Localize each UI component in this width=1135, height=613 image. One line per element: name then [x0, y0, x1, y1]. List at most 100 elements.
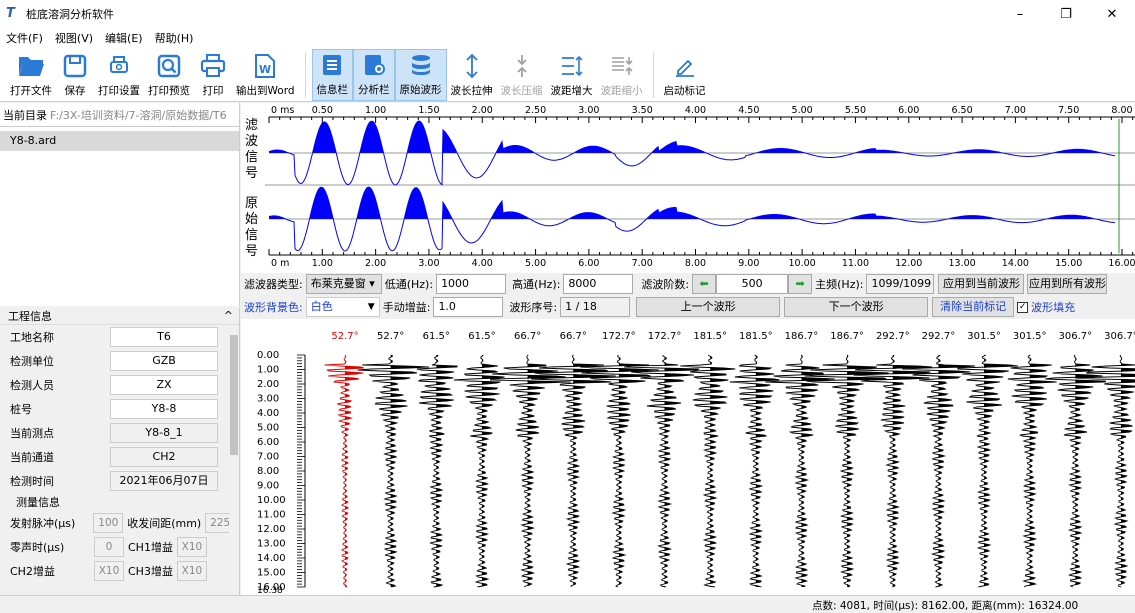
- main-freq-value: 1099/1099: [866, 274, 935, 294]
- lowpass-input[interactable]: 1000: [436, 274, 507, 294]
- dropdown-arrow-icon: ▾: [369, 277, 375, 290]
- svg-text:W: W: [259, 63, 271, 76]
- print-settings-button[interactable]: 打印设置: [94, 49, 144, 101]
- menu-help[interactable]: 帮助(H): [154, 32, 194, 45]
- print-label: 打印: [202, 85, 224, 97]
- toolbar: 打开文件 保存 打印设置 打印预览 打印 W 输出到Word 信息栏: [0, 48, 1135, 102]
- background-color-select[interactable]: 白色 ▼: [305, 297, 380, 317]
- spacing-increase-button[interactable]: 波距增大: [547, 49, 597, 101]
- angle-label: 181.5°: [693, 331, 727, 342]
- close-button[interactable]: ✕: [1106, 6, 1118, 22]
- filtered-signal-label: 波: [245, 134, 258, 149]
- angle-label: 292.7°: [922, 331, 956, 342]
- analysis-panel-toggle[interactable]: 分析栏: [353, 49, 395, 101]
- menu-file[interactable]: 文件(F): [6, 32, 43, 45]
- spacing-decrease-button[interactable]: 波距缩小: [597, 49, 647, 101]
- angle-label: 172.7°: [602, 331, 636, 342]
- toolbar-separator: [304, 52, 306, 98]
- depth-label: 1.00: [257, 365, 279, 376]
- top-axis-tick-label: 8.00: [1111, 105, 1132, 116]
- open-file-button[interactable]: 打开文件: [6, 49, 56, 101]
- raw-wave-toggle[interactable]: 原始波形: [394, 49, 447, 101]
- info-panel-toggle[interactable]: 信息栏: [311, 49, 353, 101]
- print-button[interactable]: 打印: [194, 49, 232, 101]
- info-key: 检测人员: [10, 379, 54, 392]
- save-icon: [60, 51, 90, 81]
- filter-type-select[interactable]: 布莱克曼窗 ▾: [305, 274, 382, 294]
- previous-wave-button[interactable]: 上一个波形: [636, 297, 781, 317]
- depth-label: 11.00: [257, 510, 286, 521]
- top-axis-tick-label: 5.00: [792, 105, 813, 116]
- directory-label: 当前目录: [3, 108, 47, 122]
- chart-background: [241, 319, 1135, 595]
- wave-trace: [1075, 354, 1135, 588]
- apply-current-button[interactable]: 应用到当前波形: [938, 274, 1025, 294]
- measure-value: X10: [176, 537, 207, 557]
- wave-trace: [1045, 354, 1106, 588]
- start-mark-label: 启动标记: [663, 85, 706, 97]
- wave-trace: [324, 354, 365, 588]
- compress-button[interactable]: 波长压缩: [497, 49, 547, 101]
- multi-wave-chart[interactable]: 0.00 1.00 2.00 3.00 4.00 5.00 6.00 7.00 8.00 9.00…: [241, 319, 1135, 595]
- info-value-field[interactable]: GZB: [110, 351, 218, 371]
- scrollbar-thumb[interactable]: [230, 335, 238, 455]
- info-key: 检测单位: [10, 355, 54, 368]
- menu-edit[interactable]: 编辑(E): [105, 32, 143, 45]
- collapse-icon[interactable]: ^: [223, 309, 233, 322]
- angle-label: 306.7°: [1104, 331, 1135, 342]
- filtered-signal-label: 信: [245, 150, 258, 165]
- manual-gain-input[interactable]: 1.0: [433, 297, 504, 317]
- bottom-axis-tick-label: 7.00: [632, 258, 653, 269]
- clear-mark-button[interactable]: 清除当前标记: [932, 297, 1015, 317]
- wave-fill-toggle[interactable]: ✓ 波形填充: [1017, 299, 1075, 315]
- file-item[interactable]: Y8-8.ard: [0, 131, 239, 151]
- menu-bar: 文件(F) 视图(V) 编辑(E) 帮助(H): [0, 28, 1135, 48]
- checkbox-icon[interactable]: ✓: [1017, 301, 1029, 313]
- measure-row: 零声时(μs) 0 CH1增益 X10: [0, 535, 239, 559]
- info-row: 检测单位 GZB: [0, 349, 239, 373]
- info-value-field[interactable]: Y8-8: [110, 399, 218, 419]
- maximize-button[interactable]: ❐: [1060, 6, 1072, 22]
- minimize-button[interactable]: –: [1016, 6, 1024, 22]
- save-button[interactable]: 保存: [56, 49, 94, 101]
- wave-trace: [729, 354, 780, 588]
- export-word-label: 输出到Word: [236, 85, 295, 97]
- menu-view[interactable]: 视图(V): [54, 32, 94, 45]
- lowpass-label: 低通(Hz):: [384, 278, 434, 291]
- next-wave-button[interactable]: 下一个波形: [784, 297, 929, 317]
- depth-label: 13.00: [257, 539, 286, 550]
- bottom-axis-tick-label: 8.00: [685, 258, 706, 269]
- raw-signal-label: 号: [245, 244, 258, 259]
- info-key: 桩号: [10, 403, 32, 416]
- top-axis-tick-label: 3.00: [578, 105, 599, 116]
- filtered-signal-label: 滤: [245, 118, 258, 133]
- info-value-field[interactable]: T6: [110, 327, 218, 347]
- info-row: 当前测点 Y8-8_1: [0, 421, 239, 445]
- increase-order-button[interactable]: ➡: [788, 274, 813, 294]
- wave-trace: [531, 354, 616, 588]
- print-settings-label: 打印设置: [98, 85, 140, 97]
- highpass-input[interactable]: 8000: [563, 274, 634, 294]
- export-word-button[interactable]: W 输出到Word: [232, 49, 299, 101]
- apply-all-button[interactable]: 应用到所有波形: [1027, 274, 1108, 294]
- decrease-order-button[interactable]: ⬅: [692, 274, 717, 294]
- title-bar: T 桩底溶洞分析软件 – ❐ ✕: [0, 0, 1135, 28]
- filter-order-input[interactable]: 500: [716, 274, 789, 294]
- compress-icon: [507, 51, 537, 81]
- info-value-field: Y8-8_1: [110, 423, 218, 443]
- print-preview-label: 打印预览: [148, 85, 190, 97]
- info-scrollbar[interactable]: [229, 325, 239, 595]
- highpass-label: 高通(Hz):: [512, 278, 561, 291]
- stretch-button[interactable]: 波长拉伸: [447, 49, 497, 101]
- info-value-field[interactable]: ZX: [110, 375, 218, 395]
- start-mark-button[interactable]: 启动标记: [660, 49, 710, 101]
- print-preview-button[interactable]: 打印预览: [144, 49, 194, 101]
- bottom-axis-tick-label: 16.00: [1108, 258, 1135, 269]
- measure-value: X10: [94, 561, 124, 581]
- waveform-chart[interactable]: 0 ms 0.50 1.00 1.50 2.00 2.50 3.00 3.50 4.00 4.50…: [241, 103, 1135, 273]
- stretch-label: 波长拉伸: [450, 85, 493, 97]
- bottom-axis-tick-label: 2.00: [365, 258, 386, 269]
- directory-path[interactable]: F:/3X-培训资料/7-溶洞/原始数据/T6: [50, 108, 227, 122]
- open-file-label: 打开文件: [10, 85, 52, 97]
- bottom-axis-tick-label: 14.00: [1002, 258, 1029, 269]
